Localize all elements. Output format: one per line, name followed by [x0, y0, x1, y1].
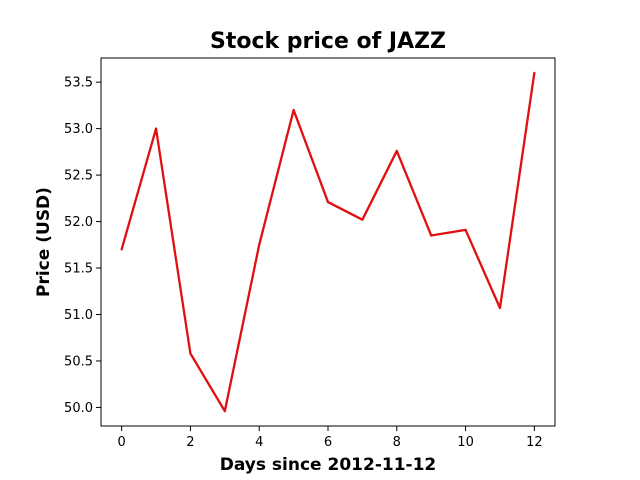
x-tick-label: 4 — [255, 435, 263, 450]
x-axis: 0 2 4 6 8 10 12 — [117, 426, 543, 450]
data-point — [464, 228, 467, 232]
plot-frame — [100, 57, 556, 427]
x-tick-label: 8 — [393, 435, 401, 450]
series-layer — [120, 71, 536, 413]
data-point — [430, 234, 433, 237]
data-point — [361, 218, 364, 221]
y-tick-label: 52.0 — [64, 215, 93, 230]
y-tick-label: 50.0 — [64, 401, 93, 416]
data-point — [533, 71, 536, 74]
y-tick-label: 50.5 — [64, 354, 93, 369]
data-point — [292, 108, 295, 112]
x-tick-label: 0 — [117, 435, 125, 450]
x-tick-label: 6 — [324, 435, 332, 450]
data-point — [154, 127, 158, 130]
x-tick-label: 2 — [186, 435, 194, 450]
y-tick-label: 52.5 — [64, 169, 93, 184]
y-axis-label: Price (USD) — [34, 187, 54, 297]
plot-area: 0 2 4 6 8 10 12 50.0 50.5 51.0 51.5 52.0 52.5 53.0 53… — [64, 57, 556, 450]
data-point — [258, 243, 261, 246]
data-point — [395, 149, 398, 153]
y-tick-label: 51.0 — [64, 308, 93, 323]
data-point — [223, 410, 226, 413]
data-point — [189, 352, 192, 355]
price-line — [120, 72, 536, 413]
data-point — [326, 200, 330, 204]
data-point — [120, 248, 123, 251]
x-tick-label: 10 — [457, 435, 474, 450]
chart-title: Stock price of JAZZ — [210, 29, 446, 54]
y-tick-label: 53.0 — [64, 122, 93, 137]
x-tick-label: 12 — [526, 435, 543, 450]
x-axis-label: Days since 2012-11-12 — [220, 455, 437, 475]
y-tick-label: 53.5 — [64, 76, 93, 91]
data-point — [498, 306, 502, 310]
y-axis: 50.0 50.5 51.0 51.5 52.0 52.5 53.0 53.5 — [64, 76, 101, 416]
y-tick-label: 51.5 — [64, 262, 93, 277]
